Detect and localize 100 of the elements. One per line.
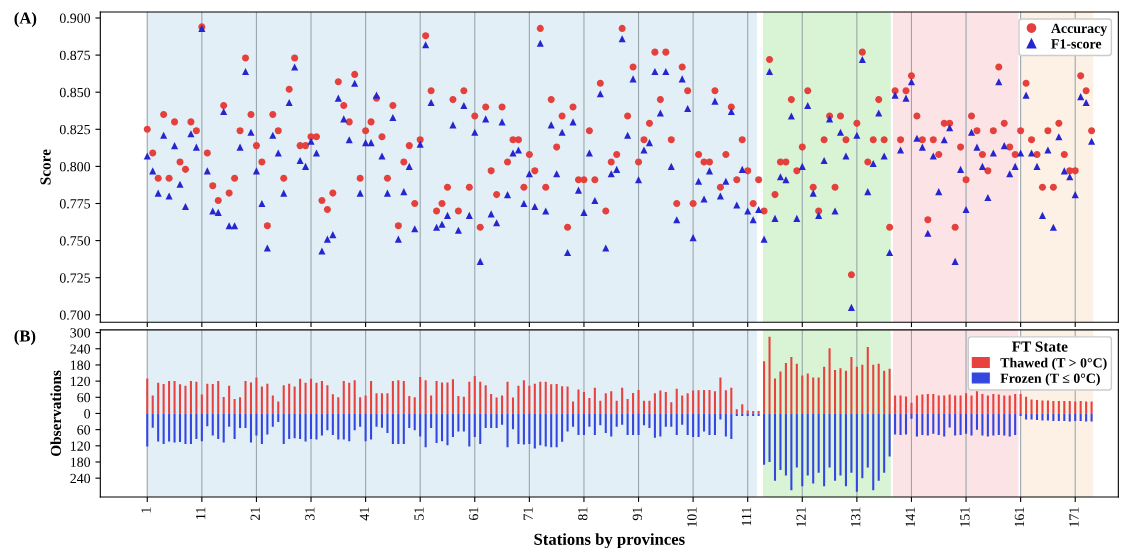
bar	[1008, 395, 1011, 414]
bar	[1063, 413, 1066, 422]
bar	[391, 413, 394, 444]
bar	[184, 385, 187, 414]
bar	[413, 397, 416, 414]
bar	[801, 375, 804, 414]
bar	[855, 366, 858, 414]
y-tick-label: 180	[70, 360, 91, 370]
bar	[309, 378, 313, 414]
y-tick-label: 120	[70, 441, 91, 451]
y-tick-label: 0.775	[59, 199, 91, 209]
x-tick-label: 81	[578, 507, 588, 521]
y-tick-label: 0.800	[59, 161, 91, 172]
bar	[233, 398, 236, 414]
bar	[397, 380, 400, 414]
bar	[561, 413, 564, 442]
bar	[468, 381, 471, 414]
x-tick-label: 11	[196, 507, 206, 519]
x-tick-label: 91	[632, 507, 643, 521]
bar	[1014, 394, 1017, 414]
bar	[168, 413, 171, 442]
bar	[239, 413, 242, 429]
bar	[522, 380, 525, 414]
bar	[528, 413, 531, 444]
bar	[151, 395, 154, 414]
bar	[157, 413, 160, 442]
bar	[692, 390, 695, 414]
bar	[915, 413, 918, 437]
bar	[632, 392, 635, 414]
bar	[894, 395, 897, 414]
bar	[730, 387, 733, 414]
bar	[577, 389, 580, 414]
bar	[861, 413, 864, 479]
bar	[735, 413, 738, 416]
bar	[331, 413, 334, 436]
bar	[675, 388, 678, 414]
bar	[637, 390, 640, 414]
text: (B)	[14, 329, 36, 346]
bar	[211, 384, 214, 414]
bar	[975, 413, 978, 430]
y-axis-title: Score	[40, 149, 51, 185]
bar	[288, 383, 291, 414]
bar	[446, 413, 449, 446]
bar	[588, 398, 591, 414]
bar	[260, 386, 263, 414]
bar	[1068, 413, 1071, 422]
bar	[768, 413, 771, 462]
bar	[926, 394, 929, 414]
bar	[528, 385, 531, 414]
bar	[877, 363, 880, 414]
text: (A)	[14, 12, 37, 28]
bar	[632, 413, 635, 436]
y-tick-label: 0.700	[59, 310, 91, 320]
bar	[522, 413, 525, 445]
bar	[626, 413, 629, 436]
bar	[402, 413, 405, 444]
bar	[779, 413, 782, 471]
bar	[435, 413, 438, 444]
bar	[577, 413, 580, 436]
bar	[484, 385, 487, 414]
bar	[419, 413, 422, 437]
bar	[1074, 413, 1077, 422]
bar	[484, 413, 487, 429]
bar	[162, 384, 165, 414]
x-tick-label: 171	[1069, 507, 1079, 527]
bar	[626, 398, 629, 414]
bar	[872, 413, 875, 491]
bar	[686, 393, 689, 414]
bar	[719, 377, 722, 414]
bar	[342, 381, 345, 414]
bar	[408, 413, 411, 429]
bar	[593, 387, 596, 414]
bar	[1046, 413, 1049, 421]
bar	[965, 413, 968, 434]
bar	[440, 413, 444, 442]
bar	[408, 395, 411, 414]
bar	[921, 413, 924, 436]
bar	[195, 413, 198, 440]
bar	[1030, 399, 1033, 414]
bar	[670, 402, 673, 414]
bar	[610, 413, 613, 437]
bar	[921, 394, 924, 414]
bar	[271, 395, 274, 414]
bar	[937, 395, 940, 414]
bar	[795, 413, 798, 468]
bar	[888, 413, 891, 457]
x-tick-label: 131	[851, 507, 861, 527]
bar	[375, 393, 378, 414]
bar	[812, 377, 815, 414]
legend-title: FT State	[1012, 341, 1068, 352]
bar	[566, 413, 569, 432]
bar	[1025, 413, 1028, 420]
bar	[823, 366, 826, 414]
bar	[517, 413, 520, 444]
bar	[342, 413, 345, 440]
bar	[883, 413, 886, 473]
bar	[850, 357, 853, 414]
bar	[615, 413, 618, 427]
bar	[430, 395, 433, 414]
bar	[615, 400, 618, 414]
